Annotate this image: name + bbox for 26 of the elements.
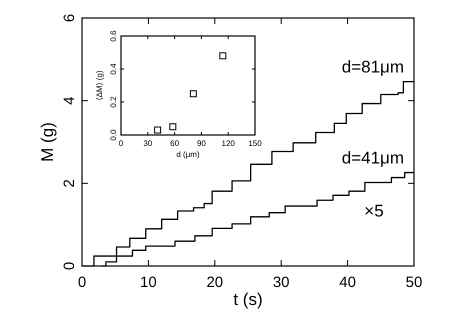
y-tick-label: 0 bbox=[61, 262, 78, 270]
y-axis-title: ⟨ΔM⟩ (g) bbox=[95, 70, 104, 101]
y-tick-label: 0.0 bbox=[109, 128, 118, 141]
series-label: d=41μm bbox=[342, 148, 404, 168]
x-tick-label: 120 bbox=[222, 139, 236, 148]
x-tick-label: 30 bbox=[143, 139, 153, 148]
x-tick-label: 50 bbox=[406, 274, 422, 291]
y-tick-label: 0.4 bbox=[109, 62, 118, 75]
x-tick-label: 90 bbox=[196, 139, 206, 148]
y-tick-label: 0.6 bbox=[109, 30, 118, 42]
annotation: ×5 bbox=[364, 201, 384, 220]
x-tick-label: 60 bbox=[170, 139, 180, 148]
x-tick-label: 10 bbox=[140, 274, 157, 291]
x-tick-label: 0 bbox=[118, 139, 124, 148]
y-tick-label: 6 bbox=[61, 14, 78, 22]
series-label: d=81μm bbox=[342, 58, 404, 77]
y-axis-title: M (g) bbox=[38, 122, 57, 162]
x-axis-title: d (μm) bbox=[176, 150, 200, 159]
x-tick-label: 20 bbox=[206, 274, 224, 291]
x-tick-label: 30 bbox=[272, 274, 290, 291]
y-tick-label: 0.2 bbox=[109, 96, 118, 108]
x-tick-label: 40 bbox=[339, 274, 356, 291]
x-tick-label: 150 bbox=[248, 139, 262, 148]
y-tick-label: 2 bbox=[61, 179, 78, 188]
x-axis-title: t (s) bbox=[233, 290, 263, 309]
y-tick-label: 4 bbox=[61, 96, 78, 105]
